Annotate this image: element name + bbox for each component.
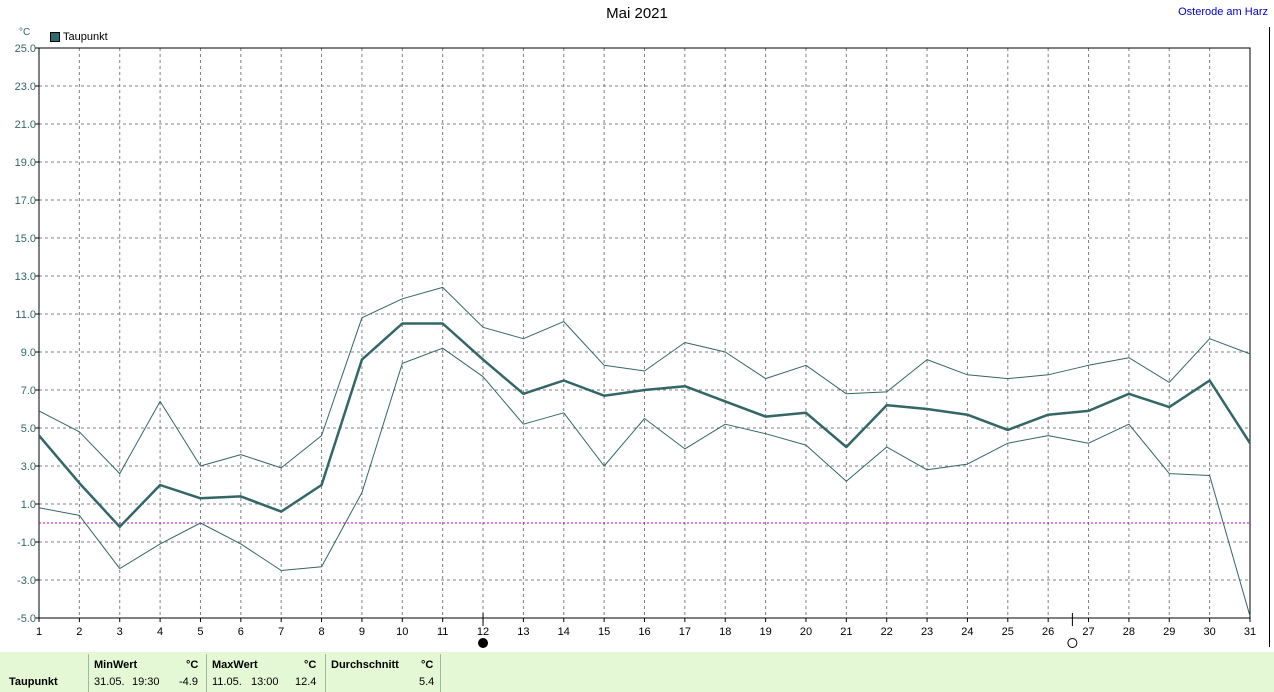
x-tick-label: 5: [197, 626, 203, 638]
max-date: 11.05.: [212, 676, 242, 688]
moon-phase-markers: [478, 613, 1078, 648]
min-date: 31.05.: [94, 676, 125, 688]
x-tick-label: 1: [36, 626, 42, 638]
min-unit: °C: [186, 659, 199, 671]
x-tick-label: 26: [1042, 626, 1054, 638]
avg-unit: °C: [421, 659, 434, 671]
max-time: 13:00: [251, 676, 279, 688]
y-tick-label: -5.0: [17, 613, 36, 625]
legend: Taupunkt: [50, 31, 108, 43]
y-tick-label: 9.0: [21, 347, 36, 359]
legend-label: Taupunkt: [63, 31, 108, 43]
x-tick-label: 30: [1204, 626, 1216, 638]
x-tick-label: 29: [1163, 626, 1175, 638]
max-header: MaxWert: [212, 659, 258, 671]
x-tick-label: 8: [319, 626, 325, 638]
x-tick-label: 3: [117, 626, 123, 638]
x-tick-label: 17: [679, 626, 691, 638]
x-tick-label: 27: [1082, 626, 1094, 638]
min-time: 19:30: [132, 676, 160, 688]
x-tick-label: 7: [278, 626, 284, 638]
full-moon-icon: [478, 638, 489, 648]
series-lines: [38, 286, 1252, 617]
plot-frame: [38, 47, 1251, 619]
max-unit: °C: [304, 659, 317, 671]
x-tick-label: 24: [961, 626, 973, 638]
min-header: MinWert: [94, 659, 138, 671]
x-tick-label: 12: [477, 626, 489, 638]
series-line-min: [38, 347, 1251, 617]
grid-lines: [38, 47, 1251, 619]
y-tick-label: 3.0: [21, 461, 36, 473]
tick-labels: 25.023.021.019.017.015.013.011.09.07.05.…: [15, 43, 1257, 638]
y-tick-label: -3.0: [17, 575, 36, 587]
y-tick-label: 7.0: [21, 385, 36, 397]
x-tick-label: 15: [598, 626, 610, 638]
series-line-max: [38, 286, 1251, 475]
x-tick-label: 16: [638, 626, 650, 638]
series-line-mean: [38, 322, 1252, 529]
x-tick-label: 25: [1002, 626, 1014, 638]
chart-title: Mai 2021: [606, 5, 668, 22]
y-tick-label: 17.0: [15, 195, 36, 207]
x-tick-label: 28: [1123, 626, 1135, 638]
legend-swatch: [50, 32, 60, 42]
min-value: -4.9: [179, 676, 198, 688]
x-tick-label: 11: [437, 626, 448, 638]
y-tick-label: 23.0: [15, 81, 36, 93]
stats-separator: [325, 654, 326, 692]
y-tick-label: 5.0: [21, 423, 36, 435]
stats-separator: [206, 654, 207, 692]
y-tick-label: 11.0: [15, 309, 36, 321]
x-tick-label: 23: [921, 626, 933, 638]
x-tick-label: 9: [359, 626, 365, 638]
max-value: 12.4: [295, 676, 317, 688]
y-tick-label: 25.0: [15, 43, 36, 55]
stats-row-label: Taupunkt: [9, 676, 58, 688]
y-tick-label: 13.0: [15, 271, 36, 283]
x-tick-label: 21: [840, 626, 852, 638]
avg-value: 5.4: [419, 676, 435, 688]
y-tick-label: 15.0: [15, 233, 36, 245]
x-tick-label: 6: [238, 626, 244, 638]
x-tick-label: 13: [517, 626, 529, 638]
station-name: Osterode am Harz: [1178, 6, 1268, 18]
x-tick-label: 4: [157, 626, 163, 638]
x-tick-label: 31: [1244, 626, 1256, 638]
y-tick-label: -1.0: [17, 537, 36, 549]
x-tick-label: 22: [881, 626, 893, 638]
x-tick-label: 10: [396, 626, 408, 638]
x-tick-label: 19: [759, 626, 771, 638]
new-moon-icon: [1067, 638, 1078, 648]
axes: [35, 47, 1251, 622]
x-tick-label: 2: [76, 626, 82, 638]
y-tick-label: 1.0: [21, 499, 36, 511]
y-tick-label: 21.0: [15, 119, 36, 131]
avg-header: Durchschnitt: [331, 659, 399, 671]
right-divider: [1269, 27, 1270, 647]
x-tick-label: 20: [800, 626, 812, 638]
y-axis-unit: °C: [19, 27, 31, 38]
x-tick-label: 14: [558, 626, 570, 638]
x-tick-label: 18: [719, 626, 731, 638]
stats-separator: [440, 654, 441, 692]
y-tick-label: 19.0: [15, 157, 36, 169]
stats-table: Taupunkt MinWert °C 31.05. 19:30 -4.9 Ma…: [0, 652, 1274, 692]
chart-area: 25.023.021.019.017.015.013.011.09.07.05.…: [15, 43, 1257, 648]
stats-separator: [88, 654, 89, 692]
